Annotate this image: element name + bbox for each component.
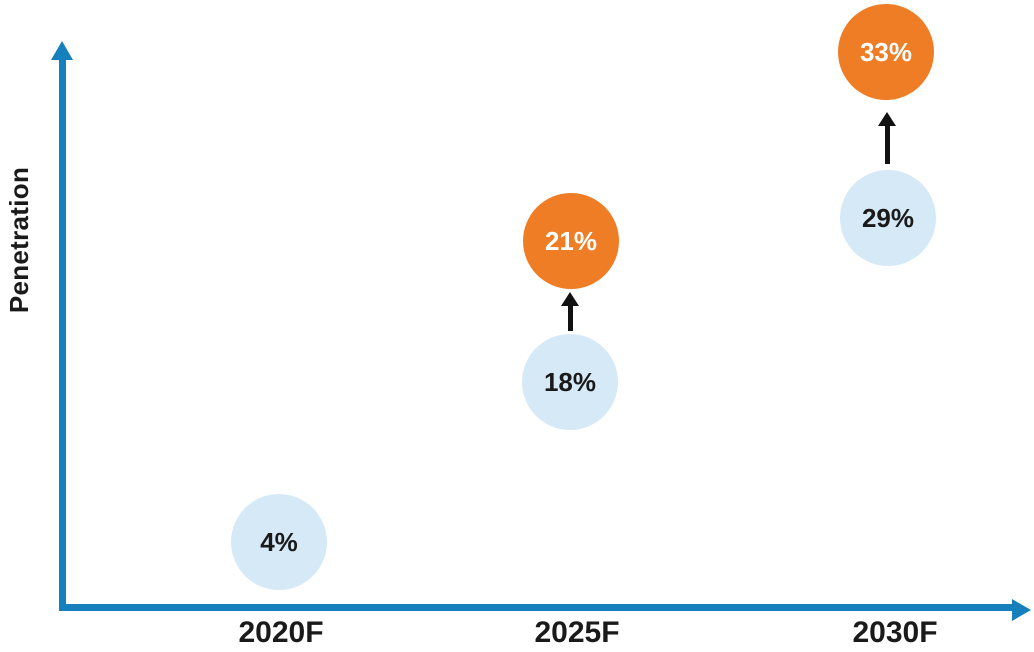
arrow-stem	[884, 126, 890, 164]
y-axis-line	[59, 56, 66, 611]
bubble-2025f-upside: 21%	[523, 193, 619, 289]
y-axis-label: Penetration	[4, 166, 34, 314]
bubble-2020f-baseline-label: 4%	[260, 526, 298, 557]
bubble-2025f-baseline-label: 18%	[543, 366, 597, 397]
bubble-2030f-baseline-label: 29%	[861, 202, 915, 233]
x-tick-2020f: 2020F	[238, 616, 324, 649]
increase-arrow-2030f	[878, 112, 896, 164]
x-tick-2025f: 2025F	[534, 616, 620, 649]
bubble-2025f-baseline: 18%	[522, 334, 618, 430]
bubble-2030f-upside-label: 33%	[859, 36, 913, 67]
y-axis-arrowhead-icon	[51, 41, 73, 60]
x-axis-line	[59, 604, 1013, 611]
bubble-2030f-baseline: 29%	[840, 170, 936, 266]
arrow-up-icon	[878, 112, 896, 126]
bubble-2020f-baseline: 4%	[231, 494, 327, 590]
x-axis-arrowhead-icon	[1012, 599, 1031, 621]
bubble-2025f-upside-label: 21%	[544, 225, 598, 256]
arrow-up-icon	[561, 292, 579, 306]
arrow-stem	[567, 306, 573, 331]
increase-arrow-2025f	[561, 292, 579, 331]
x-tick-2030f: 2030F	[852, 616, 938, 649]
bubble-2030f-upside: 33%	[838, 4, 934, 100]
